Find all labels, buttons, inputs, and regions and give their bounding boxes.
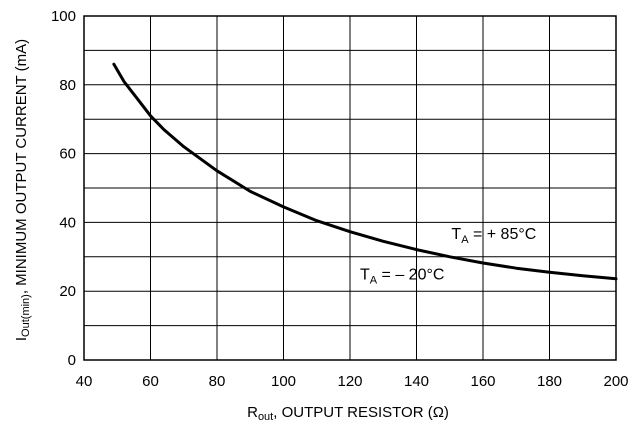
series-line xyxy=(112,62,618,281)
y-axis-label: IOut(min), MINIMUM OUTPUT CURRENT (mA) xyxy=(13,39,32,341)
annotation-label: TA = + 85°C xyxy=(451,226,536,246)
y-tick-label: 0 xyxy=(68,352,76,369)
x-tick-label: 60 xyxy=(142,373,159,390)
grid xyxy=(83,15,617,361)
y-tick-label: 20 xyxy=(59,283,76,300)
x-tick-label: 140 xyxy=(404,373,429,390)
x-tick-label: 160 xyxy=(470,373,495,390)
plot-frame xyxy=(83,15,617,361)
x-tick-label: 80 xyxy=(209,373,226,390)
x-tick-labels: 40 60 80 100 120 140 160 180 200 xyxy=(76,373,629,390)
y-tick-labels: 0 20 40 60 80 100 xyxy=(51,8,76,369)
y-tick-label: 100 xyxy=(51,8,76,25)
y-tick-label: 80 xyxy=(59,77,76,94)
x-tick-label: 100 xyxy=(271,373,296,390)
series-layer xyxy=(112,62,618,281)
x-tick-label: 120 xyxy=(337,373,362,390)
y-tick-label: 40 xyxy=(59,214,76,231)
annotation-label: TA = – 20°C xyxy=(360,267,444,287)
x-tick-label: 180 xyxy=(537,373,562,390)
x-axis-label: Rout, OUTPUT RESISTOR (Ω) xyxy=(247,404,449,423)
y-tick-label: 60 xyxy=(59,146,76,163)
x-tick-label: 200 xyxy=(603,373,628,390)
annotation-layer: TA = + 85°C TA = – 20°C xyxy=(360,226,536,287)
x-tick-label: 40 xyxy=(76,373,93,390)
